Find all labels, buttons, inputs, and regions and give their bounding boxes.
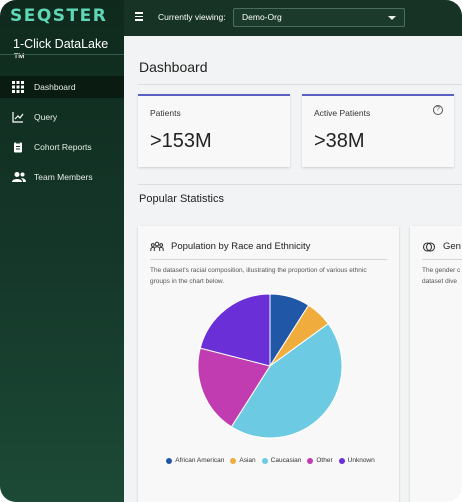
legend-item[interactable]: African American — [166, 455, 224, 466]
gender-icon — [422, 240, 436, 254]
stat-card-active-patients: Active Patients >38M ? — [302, 94, 454, 167]
sidebar-item-label: Query — [34, 112, 58, 122]
stat-value: >153M — [150, 130, 212, 152]
chart-legend: African American Asian Caucasian Other Unkno… — [158, 455, 383, 468]
divider — [138, 84, 462, 85]
product-name: 1-Click DataLake ™ — [13, 37, 109, 65]
chart-card-gender: Gen The gender c dataset dive — [410, 226, 462, 502]
pie-slice-other[interactable] — [197, 347, 271, 428]
stat-card-patients: Patients >153M — [138, 94, 290, 167]
chart-description: The dataset's racial composition, illust… — [150, 267, 367, 285]
legend-dot — [166, 457, 173, 464]
org-select-value: Demo-Org — [242, 12, 282, 22]
legend-item[interactable]: Asian — [230, 455, 256, 466]
users-icon — [12, 171, 26, 183]
clipboard-icon — [12, 141, 24, 153]
pie-chart — [197, 293, 343, 439]
chart-description: The gender c dataset dive — [422, 265, 462, 287]
legend-label: Caucasian — [270, 457, 302, 464]
sidebar-item-team-members[interactable]: Team Members — [0, 166, 124, 188]
section-title: Popular Statistics — [139, 193, 224, 205]
main-content: Dashboard Patients >153M Active Patients… — [124, 36, 462, 502]
legend-label: Asian — [239, 457, 256, 464]
legend-item[interactable]: Other — [307, 455, 333, 466]
chart-line-icon — [12, 111, 24, 123]
legend-label: Other — [316, 457, 333, 464]
grid-icon — [12, 81, 24, 93]
legend-label: Unknown — [347, 457, 375, 464]
legend-dot — [230, 457, 237, 464]
brand-logo: SEQSTER — [10, 6, 108, 26]
help-icon[interactable]: ? — [433, 105, 443, 115]
stat-label: Patients — [150, 108, 181, 118]
stat-value: >38M — [314, 130, 365, 152]
divider — [422, 259, 462, 260]
sidebar-item-query[interactable]: Query — [0, 106, 124, 128]
sidebar-nav: Dashboard Query — [0, 76, 124, 196]
page-title: Dashboard — [139, 59, 208, 75]
currently-viewing-label: Currently viewing: — [158, 12, 226, 22]
sidebar-item-label: Team Members — [34, 172, 93, 182]
divider — [138, 184, 462, 185]
people-group-icon — [150, 240, 164, 254]
chart-card-race-ethnicity: Population by Race and Ethnicity The dat… — [138, 226, 399, 502]
legend-item[interactable]: Unknown — [338, 455, 375, 466]
sidebar: SEQSTER 1-Click DataLake ™ Dashboard — [0, 0, 124, 502]
description-line: dataset dive — [422, 278, 458, 285]
description-line: The gender c — [422, 267, 461, 274]
legend-dot — [307, 457, 314, 464]
chart-title: Gen — [443, 241, 461, 252]
top-bar: Currently viewing: Demo-Org — [124, 0, 462, 36]
org-select[interactable]: Demo-Org — [233, 8, 405, 27]
sidebar-item-dashboard[interactable]: Dashboard — [0, 76, 124, 98]
legend-label: African American — [175, 457, 225, 464]
legend-item[interactable]: Caucasian — [261, 455, 302, 466]
sidebar-item-label: Dashboard — [34, 82, 76, 92]
divider — [150, 259, 387, 260]
legend-dot — [338, 457, 345, 464]
chevron-down-icon — [388, 16, 396, 20]
legend-dot — [261, 457, 268, 464]
sidebar-divider — [0, 54, 124, 55]
hamburger-icon[interactable] — [135, 12, 143, 21]
pie-slice-unknown[interactable] — [199, 293, 271, 367]
stat-label: Active Patients — [314, 108, 371, 118]
pie-slice-caucasian[interactable] — [230, 322, 343, 439]
sidebar-item-cohort-reports[interactable]: Cohort Reports — [0, 136, 124, 158]
sidebar-item-label: Cohort Reports — [34, 142, 92, 152]
chart-title: Population by Race and Ethnicity — [171, 241, 311, 252]
